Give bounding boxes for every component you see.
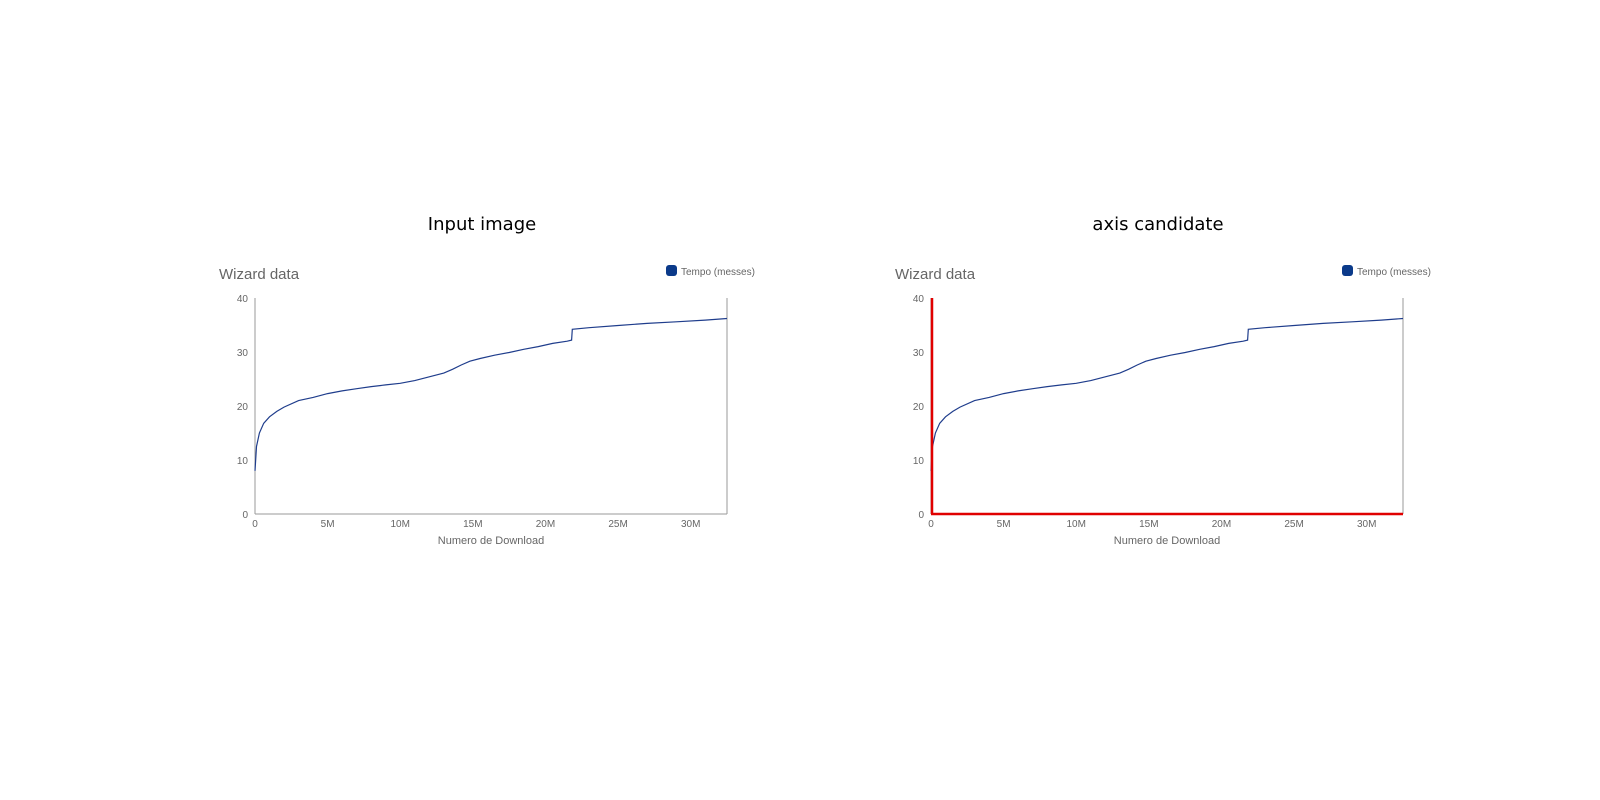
x-tick-label: 5M [321,519,335,530]
x-tick-label: 5M [997,519,1011,530]
x-tick-label: 30M [1357,519,1376,530]
legend-marker [666,265,677,276]
x-tick-label: 25M [608,519,627,530]
x-tick-label: 25M [1284,519,1303,530]
x-axis-label: Numero de Download [438,535,544,547]
x-tick-label: 0 [928,519,934,530]
legend-label: Tempo (messes) [1357,267,1431,278]
y-tick-label: 40 [913,294,925,305]
panel-title-axis-candidate: axis candidate [1092,214,1224,235]
y-tick-label: 0 [242,510,248,521]
series-line [254,317,728,471]
chart-title: Wizard data [895,266,976,283]
x-tick-label: 20M [1212,519,1231,530]
y-tick-label: 40 [237,294,249,305]
x-tick-label: 30M [681,519,700,530]
x-tick-label: 15M [1139,519,1158,530]
chart-panel-0: Wizard data Tempo (messes) 0 10 20 30 40 0 5M 10M… [219,265,755,547]
panel-title-input-image: Input image [427,214,537,235]
legend-marker [1342,265,1353,276]
x-axis-label: Numero de Download [1114,535,1220,547]
y-tick-label: 10 [237,456,249,467]
x-tick-label: 0 [252,519,258,530]
x-tick-label: 10M [1067,519,1086,530]
y-tick-label: 0 [918,510,924,521]
y-tick-label: 30 [237,348,249,359]
x-tick-label: 10M [391,519,410,530]
chart-title: Wizard data [219,266,300,283]
x-tick-label: 15M [463,519,482,530]
y-tick-label: 10 [913,456,925,467]
y-tick-label: 30 [913,348,925,359]
y-tick-label: 20 [913,402,925,413]
y-tick-label: 20 [237,402,249,413]
x-tick-label: 20M [536,519,555,530]
legend-label: Tempo (messes) [681,267,755,278]
chart-panel-1: Wizard data Tempo (messes) 0 10 20 30 40 0 5M 10M… [895,265,1431,547]
series-line [930,317,1404,471]
